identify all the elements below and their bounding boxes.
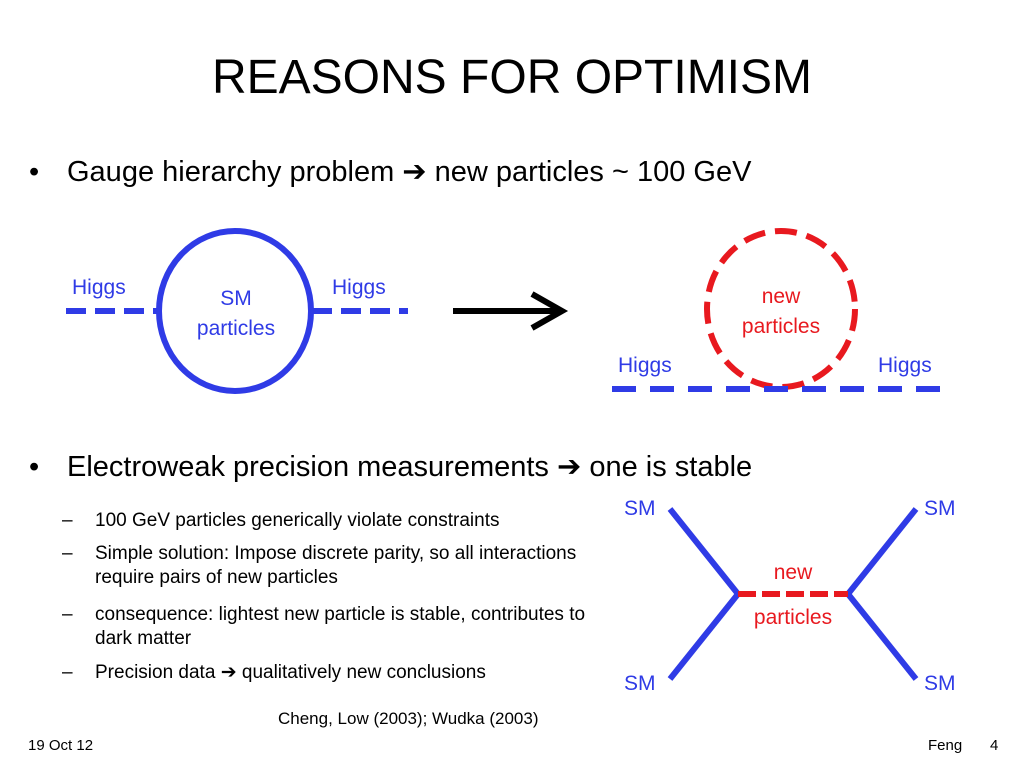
- sm-label-top-right: SM: [924, 497, 956, 520]
- right-arrow-icon: ➔: [220, 662, 237, 683]
- sub-bullet-text: 100 GeV particles generically violate co…: [95, 510, 500, 531]
- sub-bullet-text-before: Precision data: [95, 662, 221, 683]
- new-loop-circle: [704, 228, 858, 390]
- sub-bullet-text-after: qualitatively new conclusions: [236, 662, 486, 683]
- new-loop-diagram: new particles Higgs Higgs: [612, 228, 952, 392]
- new-particles-label-line1: new: [774, 561, 813, 584]
- footer-date: 19 Oct 12: [28, 737, 94, 754]
- slide-title: REASONS FOR OPTIMISM: [211, 51, 813, 104]
- sm-line-bottom-left: [667, 592, 741, 681]
- right-arrow-icon: ➔: [402, 156, 427, 188]
- sm-line-top-right: [845, 507, 919, 596]
- bullet-gauge-hierarchy: • Gauge hierarchy problem ➔ new particle…: [29, 154, 752, 190]
- sm-loop-label-line1: SM: [220, 287, 252, 310]
- sub-bullet-parity: – Simple solution: Impose discrete parit…: [62, 542, 615, 590]
- higgs-label-left: Higgs: [72, 276, 126, 299]
- sub-bullet-marker: –: [62, 510, 73, 531]
- bullet-marker: •: [29, 156, 40, 188]
- sub-bullet-marker: –: [62, 662, 73, 683]
- sm-line-bottom-right: [845, 592, 919, 681]
- sm-label-bottom-left: SM: [624, 672, 656, 695]
- right-arrow-icon: ➔: [556, 451, 582, 483]
- sm-line-top-left: [667, 507, 741, 596]
- right-arrow-icon: [453, 291, 569, 331]
- sub-bullet-marker: –: [62, 543, 73, 564]
- scattering-diagram: SM SM SM SM new particles: [624, 497, 956, 695]
- footer-author: Feng: [928, 737, 963, 754]
- new-loop-label-line2: particles: [742, 315, 820, 338]
- sm-loop-diagram: Higgs Higgs SM particles: [66, 228, 408, 394]
- higgs-label-right: Higgs: [878, 354, 932, 377]
- sm-label-bottom-right: SM: [924, 672, 956, 695]
- sm-label-top-left: SM: [624, 497, 656, 520]
- new-particles-label-line2: particles: [754, 606, 832, 629]
- sub-bullet-constraints: – 100 GeV particles generically violate …: [62, 509, 615, 533]
- sub-bullet-text: consequence: lightest new particle is st…: [95, 604, 586, 649]
- sub-bullet-consequence: – consequence: lightest new particle is …: [62, 603, 615, 651]
- sub-bullet-precision-data: – Precision data ➔ qualitatively new con…: [62, 661, 615, 685]
- new-loop-label-line1: new: [762, 285, 801, 308]
- bullet-text-after: new particles ~ 100 GeV: [426, 156, 752, 188]
- citation: Cheng, Low (2003); Wudka (2003): [278, 709, 539, 728]
- bullet-text-before: Electroweak precision measurements: [67, 451, 557, 483]
- bullet-text-after: one is stable: [581, 451, 753, 483]
- sub-bullet-text: Simple solution: Impose discrete parity,…: [95, 543, 577, 588]
- higgs-label-left: Higgs: [618, 354, 672, 377]
- sm-loop-circle: [156, 228, 314, 394]
- higgs-label-right: Higgs: [332, 276, 386, 299]
- bullet-electroweak: • Electroweak precision measurements ➔ o…: [29, 449, 753, 485]
- sm-loop-label-line2: particles: [197, 317, 275, 340]
- footer-page-number: 4: [990, 737, 999, 754]
- bullet-marker: •: [29, 451, 40, 483]
- bullet-text-before: Gauge hierarchy problem: [67, 156, 403, 188]
- sub-bullet-marker: –: [62, 604, 73, 625]
